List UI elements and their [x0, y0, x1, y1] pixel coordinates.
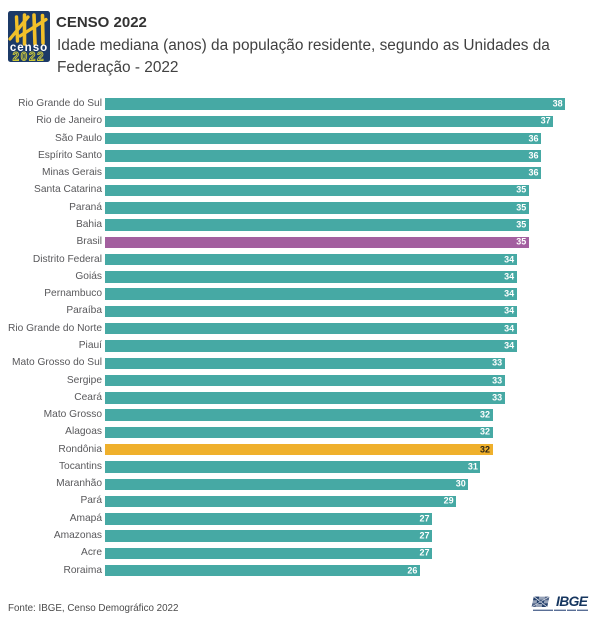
svg-text:2022: 2022: [13, 52, 46, 63]
svg-text:IBGE: IBGE: [556, 595, 589, 609]
svg-text:censo: censo: [10, 42, 48, 54]
